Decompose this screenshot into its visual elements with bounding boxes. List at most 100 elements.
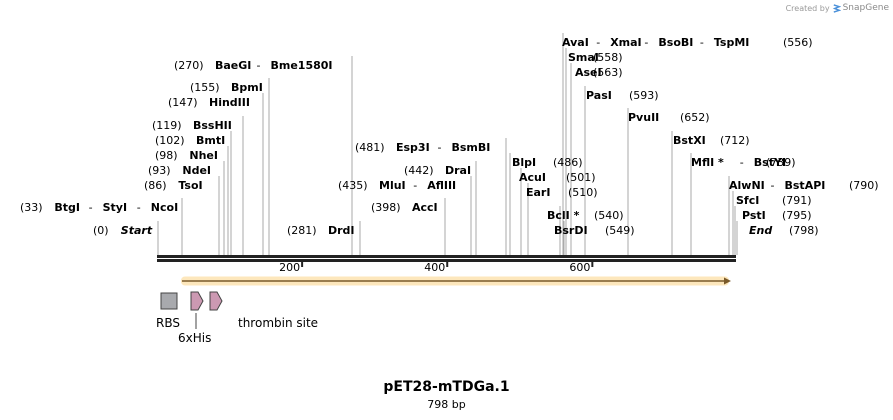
enzyme-name-smai: SmaI <box>568 51 599 64</box>
enzyme-site-hindiii[interactable]: (147) HindIII <box>168 96 250 109</box>
enzyme-site-psti[interactable]: PstI (795) <box>742 209 812 222</box>
orf-arrow[interactable] <box>181 276 731 286</box>
enzyme-site-nhei[interactable]: (98) NheI <box>155 149 218 162</box>
enzyme-name-hindiii: HindIII <box>209 96 250 109</box>
enzyme-site-bpmi[interactable]: (155) BpmI <box>190 81 263 94</box>
enzyme-name-sfci: SfcI <box>736 194 759 207</box>
enzyme-name-psti: PstI <box>742 209 766 222</box>
position-drdi: (281) <box>287 224 317 237</box>
enzyme-site-btgi[interactable]: (33) BtgI - StyI - NcoI <box>20 201 178 214</box>
position-avai: (556) <box>783 36 813 49</box>
enzyme-name-pvuii: PvuII <box>628 111 659 124</box>
feature-thrombin-site[interactable]: thrombin site <box>209 291 318 330</box>
snapgene-logo-icon <box>832 3 841 13</box>
feature-6xhis[interactable]: 6xHis <box>178 291 211 345</box>
enzyme-name-bmti: BmtI <box>196 134 225 147</box>
position-blpi: (486) <box>553 156 583 169</box>
position-acui: (501) <box>566 171 596 184</box>
enzyme-site-drdi[interactable]: (281) DrdI <box>287 224 355 237</box>
ruler-tick-label-600: 600 <box>569 261 590 274</box>
enzyme-site-start[interactable]: (0) Start <box>93 224 153 237</box>
sequence-title: pET28-mTDGa.1 <box>383 379 510 395</box>
position-pasi: (593) <box>629 89 659 102</box>
name-separator-baegi-1: - <box>257 59 261 72</box>
name-separator-alwni-1: - <box>771 179 775 192</box>
enzyme-site-mlui[interactable]: (435) MluI - AflIII <box>338 179 456 192</box>
feature-rbs[interactable]: RBS <box>156 292 180 330</box>
enzyme-name-blpi: BlpI <box>512 156 536 169</box>
position-mfli: (739) <box>766 156 796 169</box>
name-separator-mfli-1: - <box>740 156 744 169</box>
enzyme-name-mfli-0: MflI * <box>691 156 724 169</box>
position-bcli: (540) <box>594 209 624 222</box>
enzyme-site-acui[interactable]: AcuI (501) <box>519 171 596 184</box>
enzyme-site-mfli[interactable]: MflI * - BstYI(739) <box>691 156 796 169</box>
enzyme-name-pasi: PasI <box>586 89 612 102</box>
name-separator-mlui-1: - <box>413 179 417 192</box>
enzyme-site-pasi[interactable]: PasI (593) <box>586 89 659 102</box>
position-alwni: (790) <box>849 179 879 192</box>
enzyme-site-bstxi[interactable]: BstXI (712) <box>673 134 750 147</box>
enzyme-name-avai-2: BsoBI <box>658 36 693 49</box>
enzyme-site-eari[interactable]: EarI (510) <box>526 186 598 199</box>
position-bstxi: (712) <box>720 134 750 147</box>
position-mlui: (435) <box>338 179 368 192</box>
6xhis-label: 6xHis <box>178 331 211 345</box>
enzyme-site-blpi[interactable]: BlpI (486) <box>512 156 583 169</box>
enzyme-name-avai-0: AvaI <box>562 36 589 49</box>
snapgene-credit: Created by SnapGene <box>786 3 889 13</box>
enzyme-name-drai: DraI <box>445 164 471 177</box>
enzyme-site-pvuii[interactable]: PvuII (652) <box>628 111 710 124</box>
position-sfci: (791) <box>782 194 812 207</box>
enzyme-name-avai-3: TspMI <box>714 36 750 49</box>
name-separator-btgi-2: - <box>137 201 141 214</box>
enzyme-site-bcli[interactable]: BclI * (540) <box>547 209 624 222</box>
position-ndei: (93) <box>148 164 171 177</box>
position-hindiii: (147) <box>168 96 198 109</box>
enzyme-name-bpmi: BpmI <box>231 81 263 94</box>
6xhis-arrow <box>190 291 204 311</box>
thrombin-arrow <box>209 291 223 311</box>
enzyme-site-bsrdi[interactable]: BsrDI (549) <box>554 224 635 237</box>
enzyme-name-btgi-0: BtgI <box>54 201 80 214</box>
enzyme-site-alwni[interactable]: AlwNI - BstAPI (790) <box>729 179 879 192</box>
enzyme-name-ndei: NdeI <box>182 164 211 177</box>
enzyme-site-baegi[interactable]: (270) BaeGI - Bme1580I <box>174 59 333 72</box>
enzyme-site-tsoi[interactable]: (86) TsoI <box>144 179 203 192</box>
enzyme-name-avai-1: XmaI <box>610 36 641 49</box>
enzyme-site-end[interactable]: End (798) <box>749 224 819 237</box>
enzyme-site-acci[interactable]: (398) AccI <box>371 201 438 214</box>
position-nhei: (98) <box>155 149 178 162</box>
enzyme-name-btgi-1: StyI <box>103 201 127 214</box>
thrombin-label: thrombin site <box>238 316 318 330</box>
position-bsrdi: (549) <box>605 224 635 237</box>
enzyme-site-drai[interactable]: (442) DraI <box>404 164 471 177</box>
enzyme-site-esp3i[interactable]: (481) Esp3I - BsmBI <box>355 141 490 154</box>
rbs-label: RBS <box>156 316 180 330</box>
enzyme-site-sfci[interactable]: SfcI (791) <box>736 194 812 207</box>
rbs-box <box>160 292 178 310</box>
enzyme-name-drdi: DrdI <box>328 224 355 237</box>
ruler-tick-label-400: 400 <box>424 261 445 274</box>
enzyme-name-esp3i-0: Esp3I <box>396 141 430 154</box>
name-separator-avai-3: - <box>700 36 704 49</box>
enzyme-site-avai[interactable]: AvaI - XmaI - BsoBI - TspMI (556) <box>562 36 813 49</box>
enzyme-name-tsoi: TsoI <box>178 179 202 192</box>
enzyme-site-ndei[interactable]: (93) NdeI <box>148 164 211 177</box>
position-smai: (558) <box>593 51 623 64</box>
position-baegi: (270) <box>174 59 204 72</box>
enzyme-site-asei[interactable]: AseI(563) <box>575 66 623 79</box>
enzyme-site-bsshii[interactable]: (119) BssHII <box>152 119 232 132</box>
ruler-tick-label-200: 200 <box>279 261 300 274</box>
enzyme-site-bmti[interactable]: (102) BmtI <box>155 134 225 147</box>
orf-arrow-head <box>724 277 731 285</box>
position-drai: (442) <box>404 164 434 177</box>
enzyme-site-smai[interactable]: SmaI(558) <box>568 51 623 64</box>
enzyme-name-nhei: NheI <box>189 149 218 162</box>
enzyme-name-eari: EarI <box>526 186 550 199</box>
position-bsshii: (119) <box>152 119 182 132</box>
enzyme-name-alwni-1: BstAPI <box>785 179 826 192</box>
position-eari: (510) <box>568 186 598 199</box>
name-separator-btgi-1: - <box>89 201 93 214</box>
